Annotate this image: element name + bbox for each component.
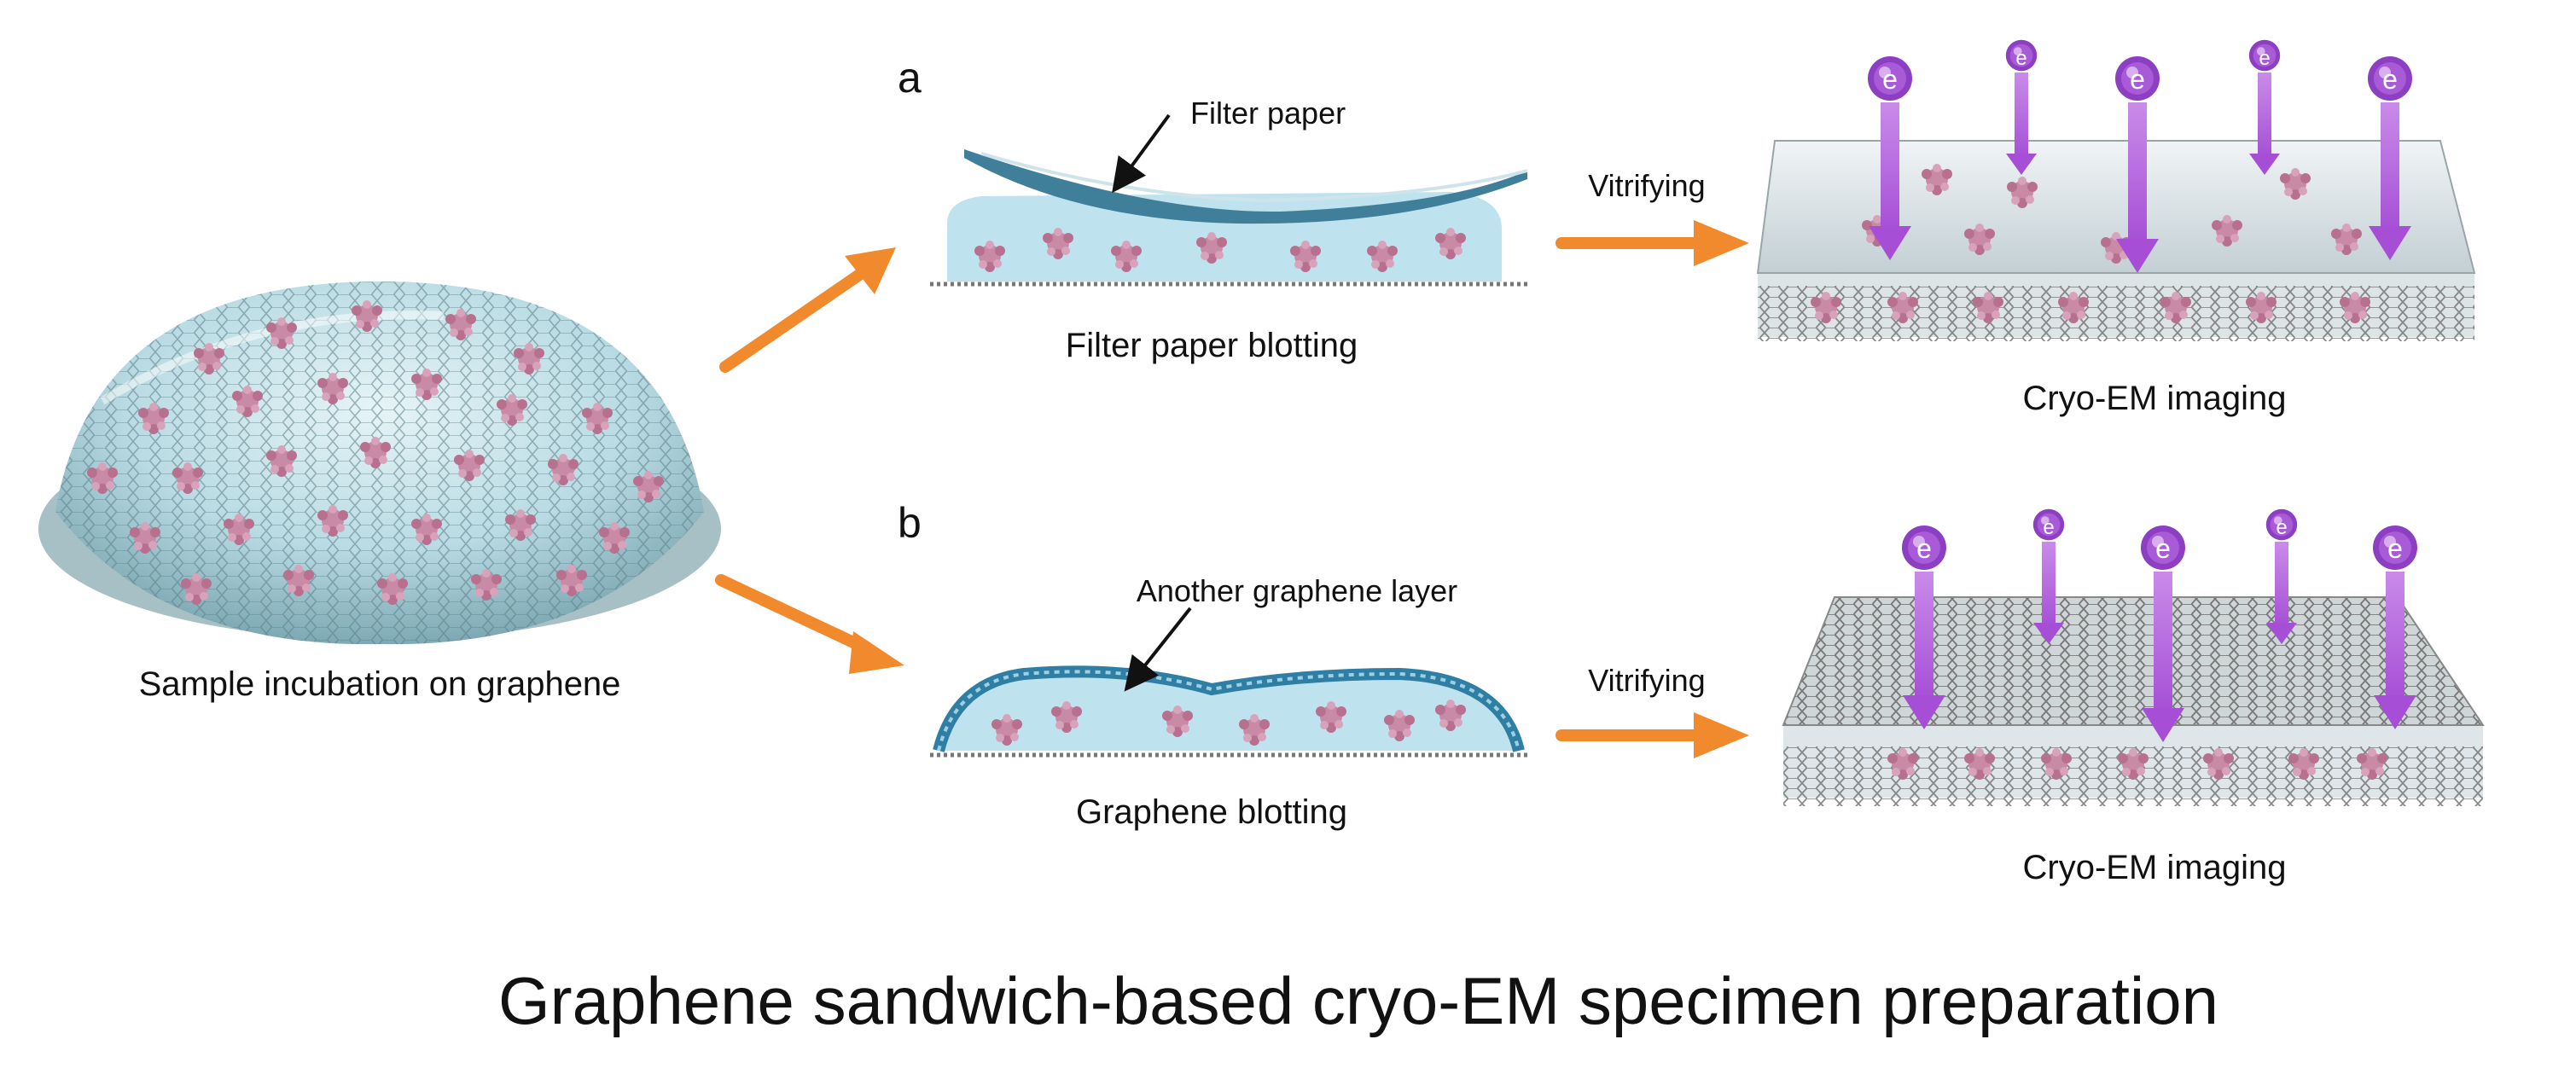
- filter-paper-blotting-caption: Filter paper blotting: [1066, 327, 1358, 364]
- svg-text:e: e: [1916, 533, 1932, 564]
- vitrifying-arrow-b: [1555, 712, 1749, 758]
- arrow-to-panel-b: [715, 574, 904, 674]
- electron-symbols-a: e e e e e: [1882, 47, 2398, 95]
- electron-beams-b: [1902, 508, 2417, 742]
- filter-paper-pointer: [1112, 113, 1171, 194]
- svg-text:e: e: [2259, 47, 2270, 70]
- electron-symbols-b: e e e e e: [1916, 516, 2403, 564]
- vitrifying-arrow-a: [1555, 220, 1749, 266]
- graphene-sandwich-liquid: [930, 665, 1527, 758]
- panel-a-label: a: [898, 54, 922, 102]
- arrow-to-panel-a: [719, 247, 896, 373]
- electron-beams-a: [1868, 39, 2412, 273]
- figure-title: Graphene sandwich-based cryo-EM specimen…: [498, 963, 2218, 1038]
- vitrifying-label-a: Vitrifying: [1588, 168, 1705, 203]
- svg-text:e: e: [2155, 533, 2171, 564]
- sample-incubation-caption: Sample incubation on graphene: [139, 665, 621, 703]
- svg-text:e: e: [1882, 64, 1898, 95]
- vitrifying-label-b: Vitrifying: [1588, 663, 1705, 698]
- filter-paper: [964, 149, 1528, 224]
- cryo-em-imaging-caption-a: Cryo-EM imaging: [2023, 380, 2287, 417]
- svg-text:e: e: [2387, 533, 2403, 564]
- graphene-layer-pointer: [1124, 607, 1192, 692]
- another-graphene-layer-callout: Another graphene layer: [1137, 573, 1457, 608]
- svg-text:e: e: [2276, 516, 2287, 539]
- svg-text:e: e: [2382, 64, 2398, 95]
- svg-text:e: e: [2130, 64, 2145, 95]
- graphene-blotting-caption: Graphene blotting: [1076, 793, 1347, 831]
- cryo-em-imaging-caption-b: Cryo-EM imaging: [2023, 849, 2287, 886]
- graphene-sandwich-slab-b: [1782, 596, 2485, 806]
- svg-text:e: e: [2043, 516, 2054, 539]
- svg-text:e: e: [2015, 47, 2026, 70]
- filter-paper-callout: Filter paper: [1190, 96, 1346, 131]
- panel-b-label: b: [898, 499, 922, 547]
